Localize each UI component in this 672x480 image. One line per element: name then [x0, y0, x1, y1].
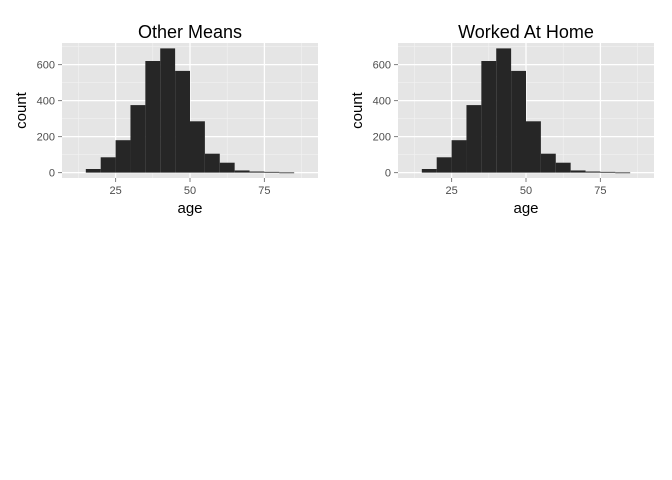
histogram-bar: [175, 70, 190, 173]
y-tick-label: 0: [385, 168, 391, 180]
y-tick-label: 600: [37, 60, 55, 72]
y-tick-label: 0: [49, 168, 55, 180]
histogram-bar: [496, 48, 512, 173]
histogram-bar: [234, 170, 250, 173]
histogram-bar: [160, 48, 176, 173]
y-axis-label: count: [349, 91, 366, 129]
x-tick-label: 50: [520, 185, 532, 197]
histogram-bar: [555, 162, 571, 173]
histogram-bar: [204, 153, 220, 173]
x-tick-label: 75: [258, 185, 270, 197]
chart-panel-1: 25 50 75 0 200 400 600 Other Means age count: [13, 22, 318, 217]
histogram-bar: [526, 121, 541, 173]
x-tick-label: 50: [184, 185, 196, 197]
histogram-bar: [570, 170, 586, 173]
histogram-bar: [115, 140, 131, 173]
histogram-bar: [190, 121, 205, 173]
y-tick-label: 600: [373, 60, 391, 72]
histogram-bar: [130, 105, 146, 173]
histogram-bar: [600, 171, 616, 173]
histogram-bar: [85, 169, 101, 173]
x-axis-label: age: [513, 200, 538, 217]
x-tick-label: 25: [445, 185, 457, 197]
histogram-bar: [511, 70, 526, 173]
histogram-bar: [249, 171, 265, 173]
histogram-bar: [279, 172, 295, 174]
histogram-bar: [264, 171, 280, 173]
histogram-bar: [421, 169, 437, 173]
histogram-bar: [540, 153, 556, 173]
histogram-bar: [466, 105, 482, 173]
histogram-bar: [585, 171, 601, 173]
histogram-bar: [481, 61, 497, 173]
x-tick-label: 25: [109, 185, 121, 197]
x-tick-label: 75: [594, 185, 606, 197]
chart-panel-2: 25 50 75 0 200 400 600 Worked At Home age count: [349, 22, 654, 217]
y-axis-label: count: [13, 91, 30, 129]
histogram-bar: [436, 157, 452, 173]
y-tick-label: 200: [37, 132, 55, 144]
y-tick-label: 400: [37, 96, 55, 108]
y-tick-label: 200: [373, 132, 391, 144]
x-axis-label: age: [177, 200, 202, 217]
chart-title: Worked At Home: [458, 22, 594, 42]
histogram-bar: [451, 140, 467, 173]
y-tick-label: 400: [373, 96, 391, 108]
histogram-bar: [219, 162, 235, 173]
chart-title: Other Means: [138, 22, 242, 42]
histogram-bar: [145, 61, 161, 173]
histogram-bar: [615, 172, 631, 174]
histogram-bar: [100, 157, 116, 173]
